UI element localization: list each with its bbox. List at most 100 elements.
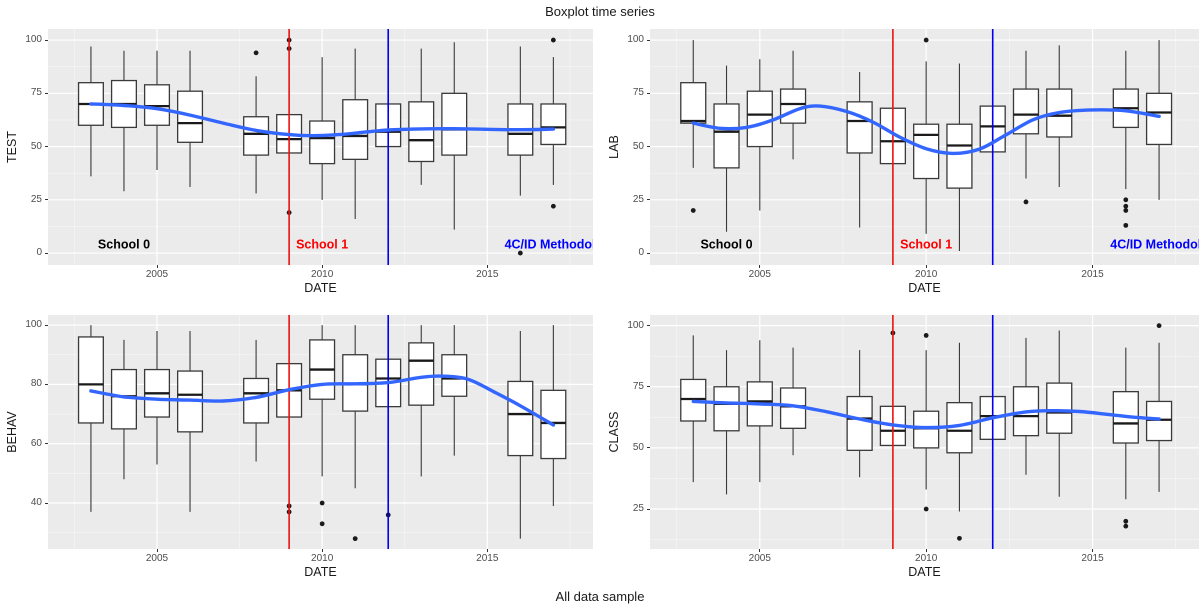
annotation-text: School 1 bbox=[296, 238, 348, 252]
outlier-point bbox=[923, 37, 929, 43]
x-tick-label: 2015 bbox=[1081, 553, 1104, 564]
x-tick-mark bbox=[486, 265, 488, 268]
outlier-point bbox=[923, 333, 929, 338]
outlier-point bbox=[517, 250, 523, 256]
x-tick-label: 2005 bbox=[748, 269, 771, 280]
x-tick-mark bbox=[1092, 549, 1094, 552]
boxplot bbox=[540, 325, 567, 506]
y-tick-mark bbox=[647, 325, 650, 327]
y-tick-mark bbox=[45, 502, 48, 504]
y-tick-label: 50 bbox=[632, 441, 644, 453]
x-tick-label: 2010 bbox=[915, 269, 938, 280]
y-tick-label: 60 bbox=[30, 437, 42, 449]
x-tick-mark bbox=[925, 265, 927, 268]
x-tick-mark bbox=[321, 549, 323, 552]
x-tick-label: 2015 bbox=[476, 269, 499, 280]
outlier-point bbox=[550, 37, 556, 43]
boxplot bbox=[680, 335, 707, 483]
boxplot bbox=[342, 48, 369, 219]
x-axis-title: DATE bbox=[908, 565, 941, 579]
y-tick-mark bbox=[647, 386, 650, 388]
x-tick-mark bbox=[925, 549, 927, 552]
outlier-point bbox=[352, 536, 358, 542]
y-tick-label: 25 bbox=[632, 193, 644, 205]
boxplot bbox=[143, 331, 171, 465]
outlier-point bbox=[319, 500, 325, 506]
boxplot bbox=[309, 325, 336, 527]
x-tick-mark bbox=[759, 549, 761, 552]
y-tick-label: 100 bbox=[627, 319, 644, 331]
x-tick-label: 2015 bbox=[476, 553, 499, 564]
y-tick-label: 100 bbox=[25, 34, 42, 46]
x-tick-label: 2005 bbox=[145, 553, 169, 564]
annotation-text: School 0 bbox=[98, 238, 150, 252]
annotation-text: 4C/ID Methodol bbox=[505, 238, 593, 252]
smooth-line bbox=[89, 102, 556, 138]
y-tick-label: 75 bbox=[632, 87, 644, 99]
outlier-point bbox=[1123, 523, 1129, 529]
y-tick-mark bbox=[647, 199, 650, 201]
y-tick-label: 50 bbox=[30, 140, 42, 152]
x-tick-mark bbox=[156, 265, 158, 268]
x-tick-mark bbox=[156, 549, 158, 552]
x-tick-label: 2005 bbox=[145, 269, 169, 280]
y-tick-mark bbox=[647, 252, 650, 254]
x-tick-mark bbox=[486, 549, 488, 552]
outlier-point bbox=[1123, 208, 1129, 213]
y-tick-mark bbox=[45, 92, 48, 94]
x-axis-title: DATE bbox=[304, 281, 337, 295]
y-tick-label: 25 bbox=[632, 503, 644, 515]
y-tick-mark bbox=[45, 252, 48, 254]
y-tick-label: 80 bbox=[30, 378, 42, 390]
y-tick-label: 0 bbox=[36, 247, 42, 259]
boxplot bbox=[243, 50, 270, 194]
annotation-text: School 0 bbox=[700, 238, 752, 252]
y-tick-mark bbox=[45, 146, 48, 148]
panel-behav-plot bbox=[48, 315, 593, 549]
boxplot bbox=[846, 72, 873, 228]
y-tick-label: 25 bbox=[30, 193, 42, 205]
outlier-point bbox=[1123, 518, 1129, 524]
y-tick-mark bbox=[647, 92, 650, 94]
boxplot bbox=[1145, 40, 1173, 200]
boxplot bbox=[507, 331, 534, 539]
boxplot bbox=[946, 63, 973, 251]
boxplot bbox=[176, 50, 204, 188]
y-tick-label: 100 bbox=[627, 34, 644, 46]
y-axis-title: CLASS bbox=[607, 411, 621, 453]
outlier-point bbox=[550, 203, 556, 209]
y-tick-label: 75 bbox=[632, 380, 644, 392]
x-tick-label: 2005 bbox=[748, 553, 771, 564]
smooth-line bbox=[691, 104, 1161, 156]
boxplot bbox=[309, 57, 336, 200]
smooth-line bbox=[89, 374, 556, 427]
outlier-point bbox=[1123, 203, 1129, 209]
panel-class-plot bbox=[650, 315, 1199, 549]
outlier-point bbox=[957, 535, 962, 541]
x-axis-title: DATE bbox=[908, 281, 941, 295]
y-axis-title: TEST bbox=[5, 131, 19, 163]
panel-lab-plot: School 0 School 1 4C/ID Methodol bbox=[650, 29, 1199, 265]
x-tick-mark bbox=[1092, 265, 1094, 268]
y-tick-mark bbox=[45, 443, 48, 445]
y-tick-mark bbox=[647, 39, 650, 41]
y-tick-label: 40 bbox=[30, 497, 42, 509]
annotation-text: 4C/ID Methodol bbox=[1110, 238, 1199, 252]
x-tick-mark bbox=[321, 265, 323, 268]
y-tick-mark bbox=[647, 146, 650, 148]
x-tick-label: 2010 bbox=[311, 553, 334, 564]
boxplot bbox=[713, 65, 740, 232]
outlier-point bbox=[319, 521, 325, 527]
y-tick-label: 75 bbox=[30, 87, 42, 99]
x-tick-mark bbox=[759, 265, 761, 268]
y-tick-mark bbox=[45, 383, 48, 385]
outlier-point bbox=[253, 50, 259, 56]
boxplot bbox=[441, 42, 468, 230]
y-tick-mark bbox=[45, 199, 48, 201]
boxplot bbox=[540, 37, 567, 209]
y-tick-mark bbox=[647, 508, 650, 510]
x-tick-label: 2010 bbox=[915, 553, 938, 564]
outlier-point bbox=[1123, 197, 1129, 203]
x-tick-label: 2010 bbox=[311, 269, 334, 280]
